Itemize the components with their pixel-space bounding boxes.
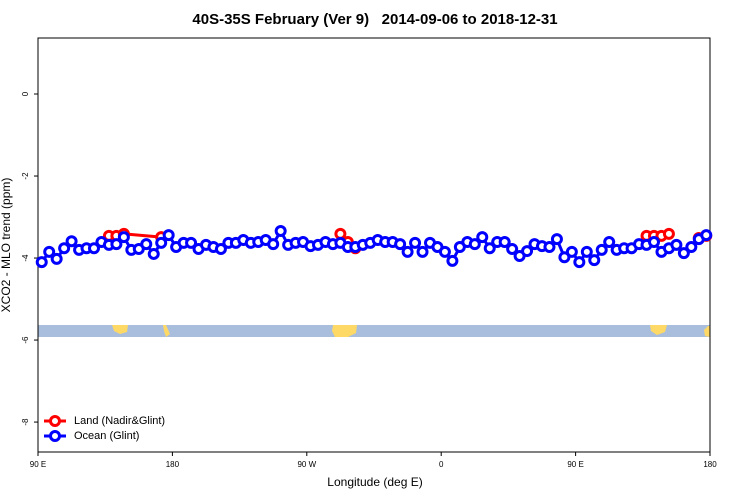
data-point [88,242,100,255]
data-point [685,240,698,253]
data-point [483,242,496,255]
data-point [147,247,160,260]
data-point [409,236,422,249]
x-tick-label: 90 E [567,460,583,469]
data-point [50,252,63,265]
data-point [185,236,198,249]
data-point [58,242,71,255]
legend-label: Ocean (Glint) [74,430,139,442]
data-point [595,243,608,256]
data-point [700,229,713,242]
data-point [401,245,414,258]
data-point [521,245,534,258]
data-point [155,236,168,249]
x-tick-label: 90 E [30,460,46,469]
x-tick-label: 90 W [297,460,316,469]
data-point [162,229,175,242]
land-patch [332,325,357,337]
y-tick-label: -4 [21,254,30,262]
land-patch [704,326,710,337]
land-patch [163,325,170,337]
data-point [543,240,556,253]
y-axis-label: XCO2 - MLO trend (ppm) [0,178,13,313]
data-point [498,236,511,249]
x-tick-label: 180 [166,460,180,469]
data-point [43,245,56,258]
ocean-band [38,325,710,337]
data-point [214,243,227,256]
data-point [565,245,578,258]
data-point [274,224,287,237]
data-point [416,245,429,258]
data-point [603,236,616,249]
data-point [140,238,153,251]
data-point [468,238,481,251]
x-tick-label: 0 [439,460,444,469]
series [35,224,713,269]
data-point [394,238,407,251]
legend-label: Land (Nadir&Glint) [74,415,165,427]
data-point [446,254,459,267]
chart-title: 40S-35S February (Ver 9) 2014-09-06 to 2… [192,11,557,28]
y-tick-label: -8 [21,418,30,426]
data-point [476,231,489,244]
data-point [677,247,690,260]
plot-frame [37,37,711,453]
data-point [670,238,683,251]
x-axis-label: Longitude (deg E) [327,475,422,489]
data-point [662,227,675,240]
legend-marker [49,430,61,442]
legend-marker [49,415,61,427]
data-point [558,251,571,264]
y-tick-label: -2 [21,172,30,180]
data-point [588,254,601,267]
data-point [438,245,451,258]
map-strip [38,325,710,337]
legend: Land (Nadir&Glint) Ocean (Glint) [44,415,165,442]
data-point [65,235,78,248]
data-point [648,236,660,249]
land-patch [650,325,667,335]
data-point [506,243,519,256]
data-point [580,245,593,258]
data-point [35,256,48,269]
land-patch [112,325,128,334]
data-point [110,238,123,251]
data-point [550,233,563,246]
data-point [267,238,280,251]
x-tick-label: 180 [703,460,717,469]
y-tick-label: -6 [21,336,30,344]
data-point [573,256,586,269]
data-point [117,231,130,244]
y-tick-label: 0 [21,91,30,96]
